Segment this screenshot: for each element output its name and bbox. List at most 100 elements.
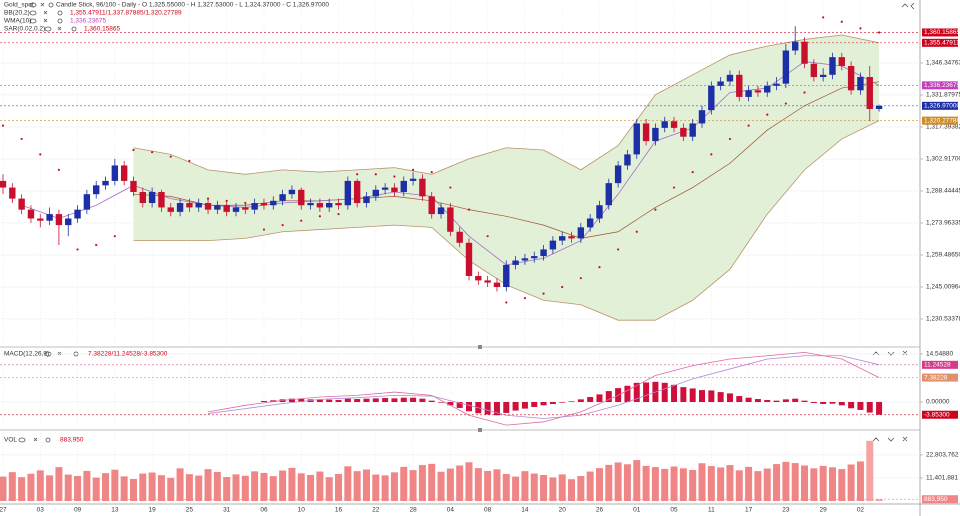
volume-bar — [726, 465, 734, 501]
macd-bar — [363, 398, 370, 402]
volume-bar — [74, 475, 82, 501]
volume-bar — [875, 499, 883, 501]
sar-dot — [449, 186, 452, 189]
candle-body — [158, 191, 165, 208]
sar-dot — [132, 148, 135, 152]
volume-bar — [512, 476, 520, 501]
macd-bar — [419, 398, 426, 402]
sar-dot — [710, 153, 713, 156]
candle-body — [148, 191, 156, 204]
candle-body — [866, 77, 873, 109]
volume-bar — [819, 465, 827, 501]
legend-text: 883,950 — [60, 437, 84, 444]
volume-bar — [521, 471, 529, 501]
candle-body — [260, 203, 268, 206]
y-tick-label: 0.00000 — [926, 399, 950, 406]
sar-dot — [803, 91, 806, 94]
macd-bar — [624, 385, 631, 402]
y-tick-label: 1,245.00964 — [926, 284, 960, 291]
candle-body — [167, 207, 174, 212]
sar-dot — [411, 168, 415, 171]
macd-bar — [596, 394, 603, 402]
candle-body — [736, 74, 743, 97]
sar-dot — [281, 224, 284, 227]
volume-bar — [36, 470, 44, 501]
candle-body — [288, 189, 296, 195]
candle-body — [102, 180, 109, 186]
candle-body — [419, 178, 426, 197]
candle-body — [381, 187, 389, 190]
candle-body — [242, 207, 249, 210]
candle-body — [223, 205, 230, 212]
sar-dot — [206, 197, 210, 200]
legend-text: 1,355.47911/1,337.87885/1,320.27789 — [70, 10, 182, 17]
value-tag — [922, 360, 958, 369]
macd-bar — [829, 401, 836, 404]
value-tag — [922, 410, 958, 419]
sar-dot — [225, 199, 228, 202]
candle-body — [456, 231, 463, 243]
value-tag-label: 1,320.27789 — [924, 117, 960, 124]
volume-bar — [213, 471, 221, 501]
volume-bar — [633, 460, 641, 501]
macd-bar — [792, 398, 799, 402]
y-tick-label: 1,273.96335 — [926, 220, 960, 227]
macd-bar — [838, 401, 845, 406]
volume-bar — [307, 474, 315, 501]
y-tick-label: 1,230.53378 — [926, 316, 960, 323]
macd-bar — [810, 401, 817, 403]
value-tag-label: 1,326.97000 — [924, 103, 960, 110]
macd-bar — [335, 400, 342, 402]
macd-bar — [643, 382, 650, 402]
volume-bar — [195, 475, 203, 501]
candle-body — [316, 203, 324, 208]
x-tick-label: 08 — [484, 507, 492, 514]
candle-body — [65, 218, 72, 226]
candle-body — [503, 264, 510, 288]
candle-body — [83, 194, 91, 210]
macd-bar — [671, 384, 678, 402]
resize-handle[interactable] — [478, 345, 482, 432]
candle-body — [111, 165, 119, 181]
x-tick-label: 01 — [633, 507, 641, 514]
sar-dot — [728, 137, 732, 141]
x-tick-label: 03 — [37, 507, 45, 514]
sar-dot — [169, 155, 172, 158]
x-tick-label: 04 — [447, 507, 455, 514]
candle-body — [204, 203, 212, 210]
candle-body — [409, 178, 417, 181]
macd-bar — [717, 392, 724, 402]
macd-bar — [745, 397, 752, 402]
macd-bar — [587, 397, 594, 402]
volume-bar — [297, 473, 305, 501]
x-tick-label: 26 — [596, 507, 604, 514]
volume-bar — [605, 464, 613, 501]
volume-bar — [83, 470, 91, 501]
macd-bar — [754, 399, 761, 402]
macd-bar — [633, 382, 640, 402]
macd-bar — [577, 399, 584, 402]
value-tag-label: 7.38228 — [924, 374, 948, 381]
macd-bar — [689, 388, 696, 402]
macd-bar — [512, 401, 519, 411]
volume-bar — [623, 464, 631, 501]
x-tick-label: 23 — [782, 507, 790, 514]
volume-bar — [27, 473, 35, 501]
volume-bar — [707, 466, 715, 501]
volume-bar — [64, 474, 72, 501]
candle-body — [745, 90, 752, 97]
candle-body — [857, 77, 864, 91]
sar-dot — [579, 277, 582, 280]
header-icons[interactable] — [18, 2, 915, 443]
volume-bar — [791, 463, 799, 501]
volume-bar — [325, 477, 333, 501]
candle-body — [549, 240, 557, 250]
candle-body — [512, 260, 519, 265]
value-tag-label: -3.85300 — [924, 411, 950, 418]
y-tick-label: 1,259.48650 — [926, 252, 960, 259]
candle-body — [195, 203, 202, 208]
candle-body — [363, 196, 370, 204]
candle-body — [37, 218, 44, 221]
sar-dot — [467, 208, 471, 211]
candle-body — [829, 57, 836, 75]
